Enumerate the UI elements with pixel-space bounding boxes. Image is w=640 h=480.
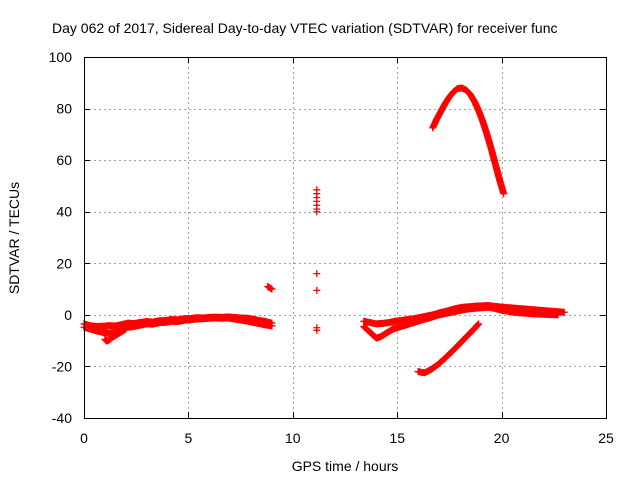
data-point [313,208,321,216]
data-point [313,270,321,278]
y-tick-labels: -40 -20 0 20 40 60 80 100 [49,49,73,426]
data-point [554,311,562,319]
y-tick-label: -20 [52,358,72,374]
x-tick-label: 20 [494,430,510,446]
y-tick-label: 80 [56,101,72,117]
data-point [475,320,483,328]
data-point [313,286,321,294]
series-band-a-low [80,314,276,337]
y-tick-label: 100 [49,49,73,65]
data-point [474,321,482,329]
data-point [500,190,508,198]
x-tick-label: 5 [185,430,193,446]
data-point [560,308,568,316]
data-point [268,285,276,293]
y-tick-label: 60 [56,152,72,168]
y-tick-label: 20 [56,255,72,271]
y-tick-label: -40 [52,410,72,426]
x-tick-label: 0 [80,430,88,446]
x-axis-title: GPS time / hours [292,458,399,474]
plot-frame [84,57,607,419]
chart-title: Day 062 of 2017, Sidereal Day-to-day VTE… [52,20,558,36]
y-tick-label: 0 [64,307,72,323]
series-cluster-9h [264,282,276,293]
series-arc-low [414,320,483,377]
data-points [80,84,568,377]
series-column-11h [313,186,321,334]
x-tick-label: 25 [598,430,614,446]
series-dip [101,325,130,345]
x-tick-label: 15 [389,430,405,446]
data-point [473,321,481,329]
data-point [313,326,321,334]
x-tick-labels: 0 5 10 15 20 25 [80,430,614,446]
series-arc-high [429,84,508,198]
grid [84,57,606,418]
y-axis-title: SDTVAR / TECUs [6,182,22,294]
axis-ticks [84,57,607,419]
y-tick-label: 40 [56,204,72,220]
x-tick-label: 10 [285,430,301,446]
series-band-b-low [360,303,562,342]
data-point [122,325,130,333]
data-point [268,322,276,330]
